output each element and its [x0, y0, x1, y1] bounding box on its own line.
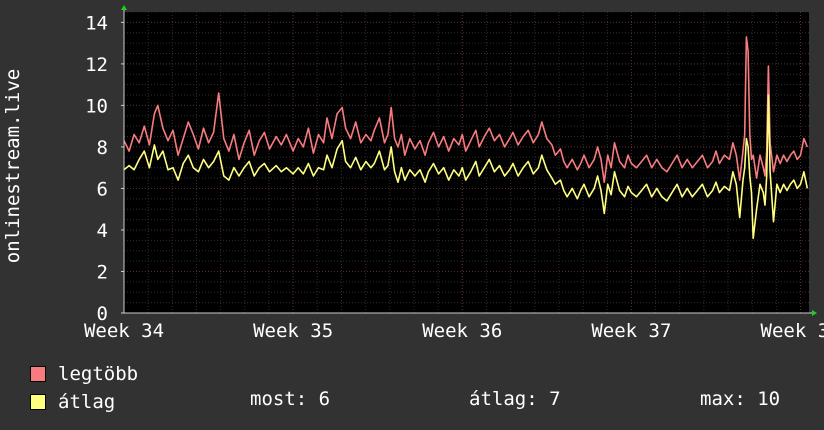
y-tick-label: 8	[97, 137, 108, 159]
series-line-legtobb	[123, 36, 809, 183]
chart: 0 2 4 6 8 10 12 14 Week 34 Week 35 Week 36 Week 37…	[2, 5, 824, 340]
stat-atlag: átlag: 7	[469, 388, 561, 410]
series-group	[123, 36, 809, 240]
y-tick-label: 2	[97, 261, 108, 283]
legend-item-legtobb: legtöbb	[30, 360, 138, 388]
y-tick-label: 6	[97, 178, 108, 200]
y-tick-label: 10	[85, 95, 108, 117]
axes	[121, 5, 817, 316]
series-line-atlag	[123, 94, 809, 240]
x-axis-arrow-icon	[812, 310, 817, 316]
plot-background	[124, 12, 809, 313]
x-tick-label: Week 38	[761, 320, 824, 340]
x-tick-label: Week 34	[84, 320, 164, 340]
legend-swatch-legtobb	[30, 366, 46, 382]
y-axis-label: onlinestream.live	[2, 69, 24, 263]
x-tick-labels: Week 34 Week 35 Week 36 Week 37 Week 38	[84, 320, 824, 340]
legend-item-atlag: átlag	[30, 388, 115, 416]
legend-label-legtobb: legtöbb	[58, 363, 139, 385]
x-tick-label: Week 35	[253, 320, 333, 340]
y-tick-label: 12	[85, 54, 108, 76]
y-axis-arrow-icon	[121, 5, 127, 10]
stat-max: max: 10	[700, 388, 781, 410]
legend-swatch-atlag	[30, 394, 46, 410]
y-tick-label: 14	[85, 12, 108, 34]
x-tick-label: Week 37	[591, 320, 671, 340]
legend-label-atlag: átlag	[58, 391, 116, 413]
stat-most: most: 6	[250, 388, 331, 410]
y-tick-label: 0	[97, 303, 108, 325]
x-tick-label: Week 36	[422, 320, 502, 340]
legend: legtöbb átlag	[30, 360, 820, 420]
y-tick-labels: 0 2 4 6 8 10 12 14	[85, 12, 108, 325]
y-tick-label: 4	[97, 220, 108, 242]
